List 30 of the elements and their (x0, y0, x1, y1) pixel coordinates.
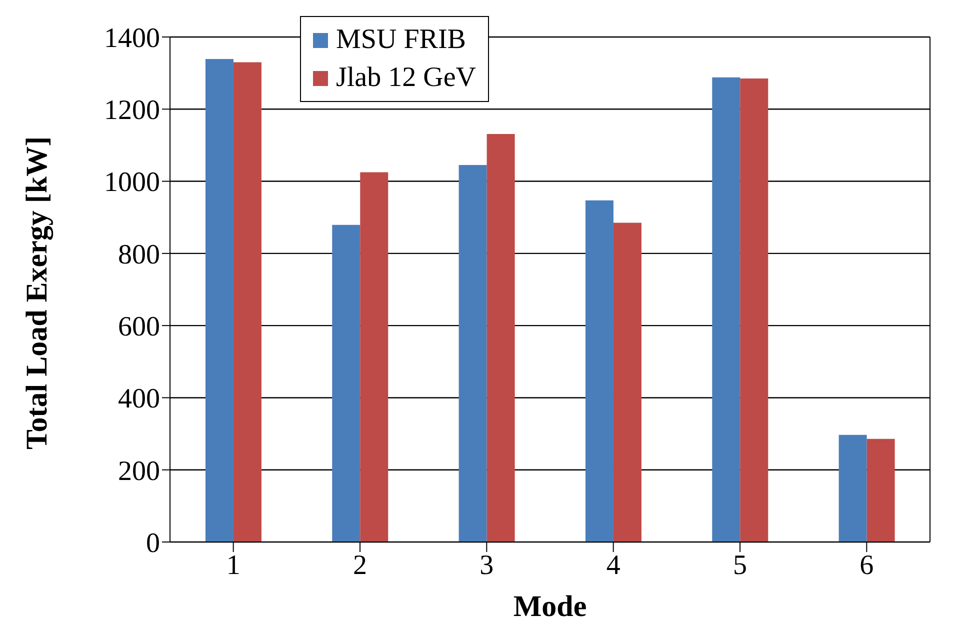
bar (458, 165, 487, 542)
y-tick-label: 200 (118, 456, 160, 487)
bar (866, 438, 895, 542)
bar (712, 77, 740, 542)
x-axis-title: Mode (513, 590, 587, 623)
y-tick-label: 600 (118, 312, 160, 343)
y-tick-label: 800 (118, 239, 160, 270)
y-tick-label: 1000 (104, 167, 160, 198)
bar (585, 200, 614, 542)
legend-label: MSU FRIB (336, 23, 466, 57)
bar (613, 222, 642, 542)
legend-label: Jlab 12 GeV (336, 61, 476, 95)
bar (332, 224, 360, 542)
bar (740, 78, 768, 542)
y-tick-label: 0 (146, 528, 160, 559)
x-tick-label: 3 (480, 550, 494, 581)
x-tick-label: 1 (226, 550, 240, 581)
y-tick-label: 400 (118, 384, 160, 415)
x-tick-label: 5 (733, 550, 747, 581)
bar (360, 172, 388, 542)
x-tick-label: 4 (606, 550, 620, 581)
bar (838, 434, 867, 542)
x-tick-label: 6 (860, 550, 874, 581)
bar (486, 134, 515, 542)
y-axis-title: Total Load Exergy [kW] (20, 136, 54, 450)
x-tick-label: 2 (353, 550, 367, 581)
bar (205, 59, 234, 542)
y-tick-label: 1400 (104, 22, 160, 54)
bar (233, 62, 262, 542)
y-tick-label: 1200 (104, 95, 160, 126)
